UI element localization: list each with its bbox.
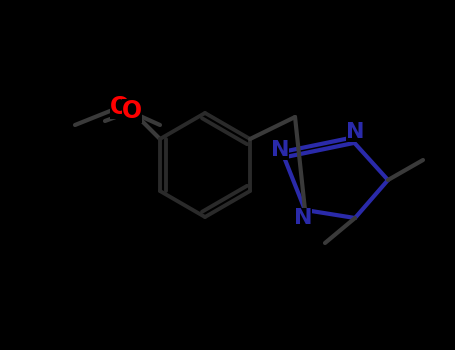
Text: O: O: [110, 95, 130, 119]
Text: O: O: [122, 99, 142, 123]
Text: N: N: [271, 140, 289, 160]
Text: N: N: [346, 122, 364, 142]
Text: N: N: [294, 208, 312, 228]
